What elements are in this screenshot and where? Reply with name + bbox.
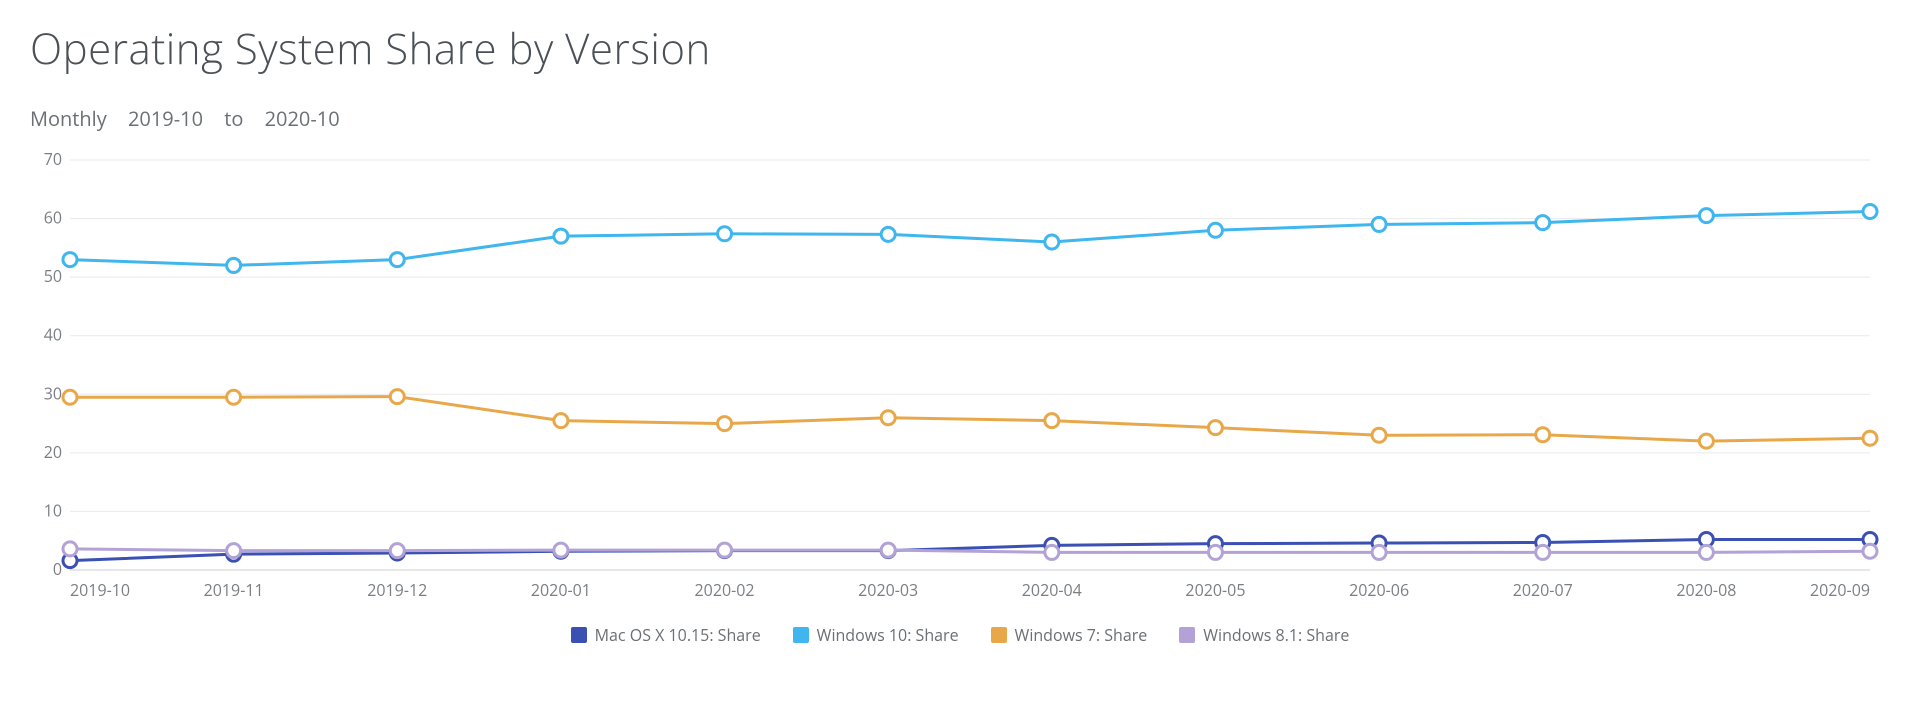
series-marker: [1863, 205, 1877, 219]
series-marker: [718, 227, 732, 241]
x-axis-tick-label: 2019-11: [204, 579, 264, 601]
legend-swatch: [991, 627, 1007, 643]
series-marker: [1536, 545, 1550, 559]
series-marker: [390, 544, 404, 558]
series-marker: [1372, 217, 1386, 231]
series-marker: [1863, 431, 1877, 445]
chart-subtitle: Monthly 2019-10 to 2020-10: [30, 105, 1890, 132]
y-axis-tick-label: 70: [44, 150, 62, 170]
series-marker: [63, 253, 77, 267]
y-axis-tick-label: 20: [44, 441, 62, 463]
x-axis-tick-label: 2019-12: [367, 579, 427, 601]
series-marker: [554, 543, 568, 557]
subtitle-from: 2019-10: [128, 105, 203, 132]
legend-item[interactable]: Mac OS X 10.15: Share: [571, 624, 761, 646]
series-marker: [1863, 544, 1877, 558]
subtitle-to: 2020-10: [265, 105, 340, 132]
x-axis-tick-label: 2020-09: [1810, 579, 1870, 601]
os-share-line-chart: 0 10 20 30 40 50 60 70 2019-10 2019-11 2019-12 2020…: [30, 150, 1890, 610]
series-marker: [63, 542, 77, 556]
series-marker: [1699, 209, 1713, 223]
legend-label: Windows 8.1: Share: [1203, 624, 1349, 646]
series-marker: [1699, 434, 1713, 448]
legend-swatch: [793, 627, 809, 643]
series-marker: [227, 258, 241, 272]
page-title: Operating System Share by Version: [30, 20, 1890, 77]
series-marker: [881, 543, 895, 557]
x-axis-tick-label: 2020-05: [1185, 579, 1245, 601]
x-axis-tick-label: 2020-04: [1022, 579, 1082, 601]
series-marker: [390, 253, 404, 267]
legend-item[interactable]: Windows 10: Share: [793, 624, 959, 646]
legend-label: Windows 7: Share: [1015, 624, 1148, 646]
series-marker: [554, 414, 568, 428]
y-axis-tick-label: 50: [44, 265, 62, 287]
series-marker: [881, 227, 895, 241]
series-marker: [718, 543, 732, 557]
series-marker: [1699, 545, 1713, 559]
series-marker: [227, 544, 241, 558]
series-marker: [1372, 545, 1386, 559]
series-marker: [1536, 216, 1550, 230]
y-axis-tick-label: 10: [44, 499, 62, 521]
x-axis-tick-label: 2020-03: [858, 579, 918, 601]
series-line: [70, 397, 1870, 442]
series-marker: [1536, 428, 1550, 442]
chart-legend: Mac OS X 10.15: Share Windows 10: Share Wi…: [30, 624, 1890, 646]
series-line: [70, 212, 1870, 266]
x-axis-tick-label: 2020-08: [1676, 579, 1736, 601]
legend-swatch: [571, 627, 587, 643]
x-axis-tick-label: 2019-10: [70, 579, 130, 601]
series-marker: [1208, 421, 1222, 435]
legend-label: Windows 10: Share: [817, 624, 959, 646]
series-marker: [881, 411, 895, 425]
series-marker: [1372, 428, 1386, 442]
x-axis-tick-label: 2020-01: [531, 579, 591, 601]
series-marker: [1208, 545, 1222, 559]
series-marker: [554, 229, 568, 243]
legend-label: Mac OS X 10.15: Share: [595, 624, 761, 646]
legend-swatch: [1179, 627, 1195, 643]
series-marker: [1045, 545, 1059, 559]
subtitle-sep: to: [224, 105, 243, 132]
y-axis-tick-label: 60: [44, 207, 62, 229]
series-marker: [1208, 223, 1222, 237]
x-axis-tick-label: 2020-06: [1349, 579, 1409, 601]
y-axis-tick-label: 40: [44, 324, 62, 346]
series-marker: [1045, 414, 1059, 428]
y-axis-tick-label: 0: [53, 558, 62, 580]
series-marker: [63, 390, 77, 404]
legend-item[interactable]: Windows 7: Share: [991, 624, 1148, 646]
legend-item[interactable]: Windows 8.1: Share: [1179, 624, 1349, 646]
series-marker: [227, 390, 241, 404]
series-marker: [718, 417, 732, 431]
series-marker: [390, 390, 404, 404]
subtitle-prefix: Monthly: [30, 105, 107, 132]
series-marker: [1045, 235, 1059, 249]
chart-container: 0 10 20 30 40 50 60 70 2019-10 2019-11 2019-12 2020…: [30, 150, 1890, 610]
x-axis-tick-label: 2020-07: [1513, 579, 1573, 601]
y-axis-tick-label: 30: [44, 382, 62, 404]
x-axis-tick-label: 2020-02: [695, 579, 755, 601]
